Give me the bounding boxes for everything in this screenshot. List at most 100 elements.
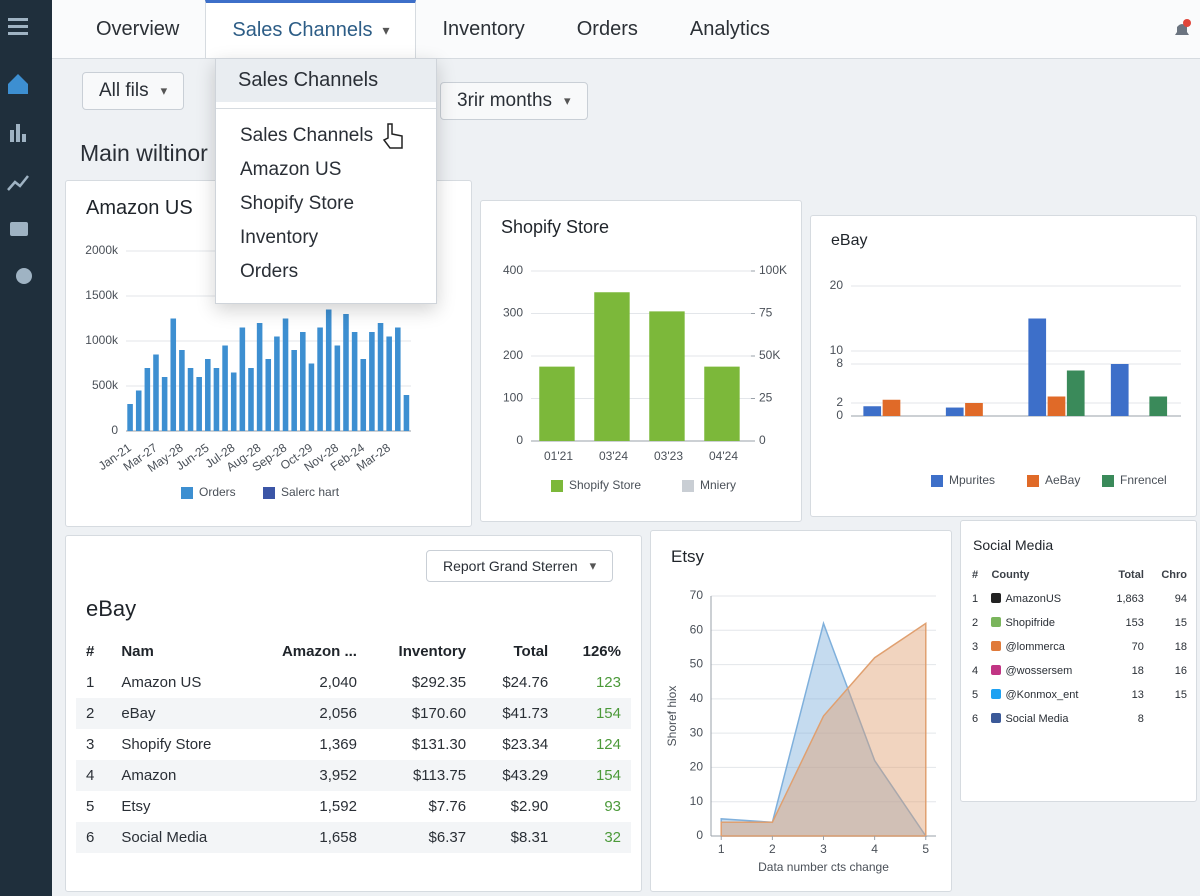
cell-text: 18 bbox=[1174, 641, 1187, 653]
bar bbox=[196, 377, 202, 431]
bar bbox=[334, 345, 341, 431]
bar bbox=[161, 377, 168, 431]
table-row[interactable]: 2 Shopifride 153 15 bbox=[967, 611, 1192, 635]
table-cell: 15 bbox=[1149, 683, 1192, 707]
nav-tab[interactable]: Orders bbox=[576, 17, 638, 40]
data-table: # Nam Amazon ... Inventory Total 126% 1 Amazon … bbox=[76, 636, 631, 853]
sidebar-icons bbox=[7, 18, 32, 284]
y-tick-label: 60 bbox=[690, 622, 704, 636]
table-cell: Amazon bbox=[111, 760, 249, 791]
dropdown-item[interactable]: Sales Channels bbox=[216, 59, 436, 102]
table-row[interactable]: 2 eBay 2,056 $170.60 $41.73 154 bbox=[76, 698, 631, 729]
legend-marker bbox=[1102, 475, 1114, 487]
panel-title: eBay bbox=[831, 232, 868, 249]
cell-text: 124 bbox=[595, 736, 621, 753]
legend-marker bbox=[263, 487, 275, 499]
table-row[interactable]: 5 @Konmox_ent 13 15 bbox=[967, 683, 1192, 707]
bar-icon[interactable] bbox=[10, 130, 14, 142]
cell-text: $7.76 bbox=[428, 798, 467, 815]
x-tick-label: 5 bbox=[922, 842, 929, 856]
table-cell: $43.29 bbox=[476, 760, 559, 791]
panel-title: Social Media bbox=[973, 537, 1054, 553]
table-cell: 2 bbox=[76, 698, 112, 729]
table-cell: 32 bbox=[558, 822, 631, 853]
table-cell: @Konmox_ent bbox=[986, 683, 1103, 707]
cell-text: Amazon bbox=[121, 767, 177, 784]
bar bbox=[360, 359, 367, 431]
dropdown-item[interactable]: Inventory bbox=[240, 227, 319, 248]
nav-tab[interactable]: Inventory bbox=[442, 17, 525, 40]
nav-tab[interactable]: Overview bbox=[96, 17, 180, 40]
dropdown-item[interactable]: Amazon US bbox=[240, 159, 342, 180]
sidebar bbox=[0, 0, 52, 896]
dropdown-item[interactable]: Shopify Store bbox=[240, 193, 355, 214]
cell-text: Shopify Store bbox=[121, 736, 212, 753]
table-wrap: # County Total Chro 1 AmazonUS 1,863 94 2 Shopifr… bbox=[967, 563, 1192, 731]
menu-icon[interactable] bbox=[8, 18, 28, 21]
x-tick-label: 03'23 bbox=[654, 449, 683, 463]
bar bbox=[144, 368, 151, 431]
dropdown-item[interactable]: Orders bbox=[240, 261, 299, 282]
table-cell: Shopify Store bbox=[111, 729, 248, 760]
table-cell: $23.34 bbox=[476, 729, 558, 760]
table-row[interactable]: 4 Amazon 3,952 $113.75 $43.29 154 bbox=[76, 760, 631, 791]
bar bbox=[539, 366, 575, 441]
report-button[interactable]: Report Grand Sterren bbox=[426, 550, 614, 582]
cell-text: Shopifride bbox=[1005, 617, 1056, 629]
cell-text: 3,952 bbox=[319, 767, 357, 784]
bar bbox=[308, 363, 315, 431]
bar bbox=[369, 332, 375, 431]
dropdown-item[interactable]: Sales Channels bbox=[240, 125, 374, 146]
table-row[interactable]: 6 Social Media 8 bbox=[967, 707, 1192, 731]
table-row[interactable]: 6 Social Media 1,658 $6.37 $8.31 32 bbox=[76, 822, 631, 853]
panel-title: Etsy bbox=[671, 547, 705, 566]
table-cell: Amazon US bbox=[111, 667, 248, 698]
home-icon[interactable] bbox=[8, 74, 28, 94]
cell-text: AmazonUS bbox=[1005, 593, 1062, 605]
table-row[interactable]: 3 Shopify Store 1,369 $131.30 $23.34 124 bbox=[76, 729, 631, 760]
trend-icon[interactable] bbox=[7, 175, 29, 191]
table-cell: 8 bbox=[1104, 707, 1149, 731]
table-row[interactable]: 3 @lommerca 70 18 bbox=[967, 635, 1192, 659]
settings-icon[interactable] bbox=[16, 268, 32, 284]
bar bbox=[256, 323, 263, 431]
column-header: Amazon ... bbox=[281, 643, 357, 660]
legend-marker bbox=[1027, 475, 1039, 487]
cell-text: 70 bbox=[1131, 641, 1144, 653]
cell-text: $6.37 bbox=[428, 829, 467, 846]
channel-icon bbox=[991, 665, 1002, 675]
bar bbox=[377, 323, 384, 431]
table-cell: 1 bbox=[76, 667, 111, 698]
y-tick-label: 10 bbox=[830, 343, 844, 357]
table-cell: $292.35 bbox=[367, 667, 476, 698]
table-row[interactable]: 1 AmazonUS 1,863 94 bbox=[967, 587, 1192, 611]
filter-button[interactable]: 3rir months bbox=[440, 82, 588, 120]
table-cell: 154 bbox=[558, 760, 631, 791]
table-row[interactable]: 5 Etsy 1,592 $7.76 $2.90 93 bbox=[76, 791, 631, 822]
column-header: Chro bbox=[1161, 569, 1187, 581]
legend-label: Mniery bbox=[700, 478, 736, 492]
cell-text: 1,369 bbox=[319, 736, 357, 753]
cell-text: 1,592 bbox=[319, 798, 357, 815]
table-panel: eBay Report Grand Sterren # Nam Amazon ...… bbox=[65, 535, 642, 892]
y-tick-label: 200 bbox=[503, 348, 523, 362]
bar bbox=[343, 314, 349, 431]
table-cell: AmazonUS bbox=[986, 587, 1103, 611]
cell-text: $292.35 bbox=[411, 674, 467, 691]
bar bbox=[317, 327, 323, 431]
folder-icon[interactable] bbox=[10, 222, 28, 236]
table-cell: $8.31 bbox=[476, 822, 559, 853]
table-row[interactable]: 4 @wossersem 18 16 bbox=[967, 659, 1192, 683]
table-row[interactable]: 1 Amazon US 2,040 $292.35 $24.76 123 bbox=[76, 667, 631, 698]
bar bbox=[863, 406, 882, 416]
table-cell: 5 bbox=[967, 683, 986, 707]
filter-button[interactable]: All fils bbox=[82, 72, 185, 110]
table-cell: 123 bbox=[558, 667, 631, 698]
bell-icon[interactable] bbox=[1170, 18, 1194, 42]
panel-title: eBay bbox=[86, 596, 137, 621]
nav-tab[interactable]: Analytics bbox=[689, 17, 770, 40]
nav-tab[interactable]: Sales Channels bbox=[205, 0, 417, 58]
cell-text: 154 bbox=[595, 705, 621, 722]
y-tick-label: 2 bbox=[836, 395, 843, 409]
chart-panel: eBay 0 2 8 10 20 Mpurites AeBay Fnrencel bbox=[810, 215, 1197, 517]
